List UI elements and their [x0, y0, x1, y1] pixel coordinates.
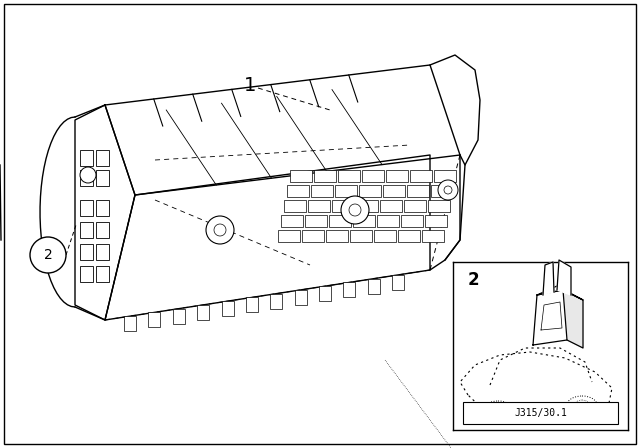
- Bar: [80, 266, 93, 282]
- Polygon shape: [563, 290, 583, 348]
- Bar: [287, 185, 309, 197]
- Bar: [338, 170, 360, 182]
- Bar: [428, 200, 450, 212]
- Bar: [392, 275, 404, 290]
- Circle shape: [206, 216, 234, 244]
- Bar: [359, 185, 381, 197]
- Bar: [302, 230, 324, 242]
- Bar: [344, 282, 355, 297]
- Bar: [410, 170, 432, 182]
- Bar: [431, 185, 453, 197]
- Bar: [96, 170, 109, 186]
- Bar: [294, 290, 307, 305]
- Ellipse shape: [483, 401, 513, 419]
- Bar: [332, 200, 354, 212]
- Bar: [148, 312, 161, 327]
- Text: 1: 1: [244, 76, 256, 95]
- Bar: [124, 316, 136, 331]
- Bar: [270, 293, 282, 309]
- Bar: [404, 200, 426, 212]
- Bar: [353, 215, 375, 227]
- Circle shape: [341, 196, 369, 224]
- Bar: [425, 215, 447, 227]
- Bar: [305, 215, 327, 227]
- Bar: [350, 230, 372, 242]
- Bar: [383, 185, 405, 197]
- Bar: [422, 230, 444, 242]
- Bar: [197, 305, 209, 320]
- Bar: [463, 402, 618, 424]
- Bar: [407, 185, 429, 197]
- Bar: [96, 200, 109, 216]
- Bar: [96, 150, 109, 166]
- Polygon shape: [537, 286, 583, 300]
- Bar: [173, 309, 185, 323]
- Bar: [380, 200, 402, 212]
- Bar: [80, 244, 93, 260]
- Bar: [284, 200, 306, 212]
- Bar: [314, 170, 336, 182]
- Circle shape: [438, 180, 458, 200]
- Bar: [319, 286, 331, 301]
- Bar: [329, 215, 351, 227]
- Bar: [374, 230, 396, 242]
- Circle shape: [30, 237, 66, 273]
- Polygon shape: [543, 262, 554, 295]
- Bar: [221, 301, 234, 316]
- Bar: [377, 215, 399, 227]
- Ellipse shape: [567, 396, 597, 414]
- Bar: [278, 230, 300, 242]
- Bar: [96, 222, 109, 238]
- Circle shape: [80, 167, 96, 183]
- Bar: [401, 215, 423, 227]
- Bar: [290, 170, 312, 182]
- Bar: [80, 200, 93, 216]
- Bar: [386, 170, 408, 182]
- Text: J315/30.1: J315/30.1: [514, 408, 567, 418]
- Text: 2: 2: [44, 248, 52, 262]
- Bar: [80, 222, 93, 238]
- Bar: [281, 215, 303, 227]
- Bar: [335, 185, 357, 197]
- Bar: [326, 230, 348, 242]
- Bar: [96, 266, 109, 282]
- Bar: [80, 150, 93, 166]
- Bar: [80, 170, 93, 186]
- Bar: [398, 230, 420, 242]
- Bar: [311, 185, 333, 197]
- Bar: [434, 170, 456, 182]
- Polygon shape: [557, 260, 571, 295]
- Text: 2: 2: [468, 271, 479, 289]
- Bar: [368, 279, 380, 293]
- Bar: [356, 200, 378, 212]
- Bar: [96, 244, 109, 260]
- Polygon shape: [533, 290, 567, 345]
- Bar: [362, 170, 384, 182]
- Bar: [308, 200, 330, 212]
- Bar: [246, 297, 258, 312]
